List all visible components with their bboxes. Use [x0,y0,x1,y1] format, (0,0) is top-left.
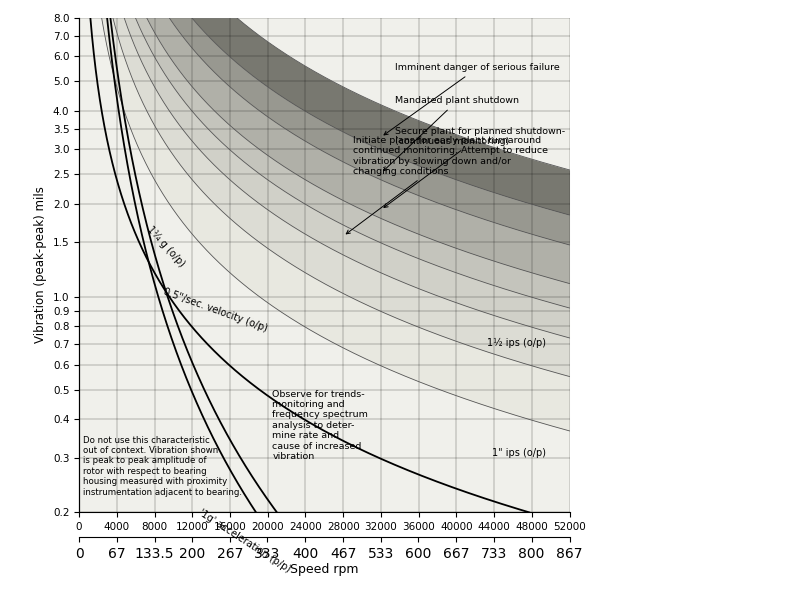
Text: 0.5"/sec. velocity (o/p): 0.5"/sec. velocity (o/p) [162,287,269,334]
Y-axis label: Vibration (peak-peak) mils: Vibration (peak-peak) mils [34,187,47,343]
Text: '1g' acceleration (p/p): '1g' acceleration (p/p) [196,508,292,575]
Text: Mandated plant shutdown: Mandated plant shutdown [384,97,519,171]
X-axis label: Speed rpm: Speed rpm [290,562,358,575]
Text: Secure plant for planned shutdown-
(continuous monitoring): Secure plant for planned shutdown- (cont… [384,127,565,207]
Text: 1" ips (o/p): 1" ips (o/p) [492,448,546,458]
Text: Observe for trends-
monitoring and
frequency spectrum
analysis to deter-
mine ra: Observe for trends- monitoring and frequ… [272,389,369,461]
Text: 1¼ g (o/p): 1¼ g (o/p) [145,224,187,269]
Text: 1½ ips (o/p): 1½ ips (o/p) [487,337,546,348]
Text: Imminent danger of serious failure: Imminent danger of serious failure [384,64,560,135]
Text: Do not use this characteristic
out of context. Vibration shown
is peak to peak a: Do not use this characteristic out of co… [83,436,242,497]
Text: Initiate plans for early plant turnaround
continued monitoring. Attempt to reduc: Initiate plans for early plant turnaroun… [346,136,547,234]
